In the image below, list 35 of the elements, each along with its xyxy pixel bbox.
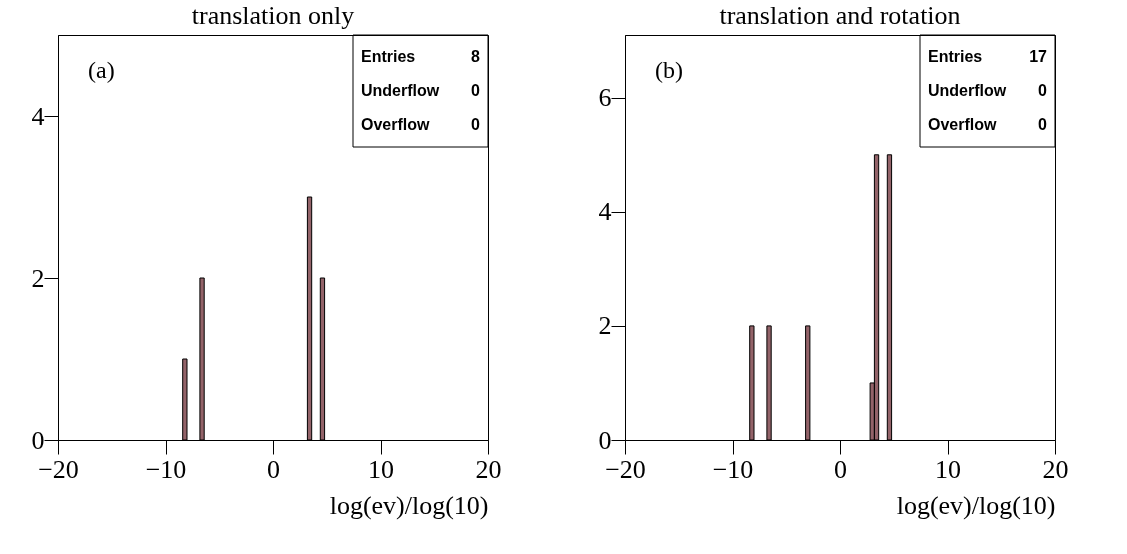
x-tick-label: 10: [935, 454, 961, 484]
y-tick-label: 6: [598, 83, 612, 113]
y-tick-label: 2: [31, 263, 45, 293]
annotation: (b): [655, 57, 683, 83]
x-tick-label: 20: [475, 454, 502, 484]
x-tick-label: 10: [368, 454, 394, 484]
annotation: (a): [88, 57, 115, 83]
annotation: Underflow: [928, 82, 1007, 99]
y-tick-label: 4: [598, 197, 612, 227]
annotation: Entries: [928, 48, 983, 65]
x-tick-label: 0: [267, 454, 280, 484]
x-axis-title: log(ev)/log(10): [896, 490, 1056, 520]
x-tick-label: −10: [145, 454, 187, 484]
x-tick-label: 0: [834, 454, 847, 484]
annotation: 0: [1038, 116, 1048, 133]
y-tick-label: 2: [598, 311, 612, 341]
y-tick-label: 4: [31, 101, 45, 131]
annotation: 17: [1029, 48, 1048, 65]
chart-title: translation and rotation: [719, 0, 961, 30]
annotation: Overflow: [928, 116, 998, 133]
x-tick-label: 20: [1042, 454, 1069, 484]
annotation: Underflow: [361, 82, 440, 99]
annotation: 0: [471, 82, 481, 99]
annotation: Entries: [361, 48, 416, 65]
y-tick-label: 0: [598, 425, 612, 455]
x-tick-label: −10: [712, 454, 754, 484]
y-tick-label: 0: [31, 425, 45, 455]
x-tick-label: −20: [38, 454, 79, 484]
x-axis-title: log(ev)/log(10): [329, 490, 489, 520]
chart-title: translation only: [191, 0, 355, 30]
annotation: 0: [1038, 82, 1048, 99]
annotation: Overflow: [361, 116, 431, 133]
annotation: 8: [471, 48, 481, 65]
x-tick-label: −20: [605, 454, 646, 484]
annotation: 0: [471, 116, 481, 133]
